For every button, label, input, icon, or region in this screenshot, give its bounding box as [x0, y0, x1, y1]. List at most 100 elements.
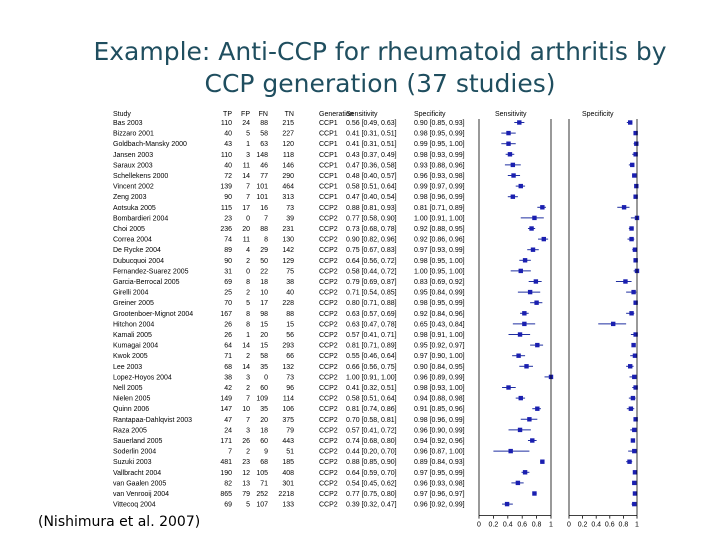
cell-study: Vincent 2002: [113, 184, 154, 191]
cell-fp: 13: [242, 480, 250, 487]
cell-tp: 47: [224, 417, 232, 424]
cell-tp: 139: [220, 184, 232, 191]
cell-tn: 290: [282, 173, 294, 180]
cell-fp: 11: [243, 162, 250, 169]
cell-spec: 0.95 [0.92, 0.97]: [414, 343, 465, 350]
cell-fn: 16: [260, 205, 268, 212]
cell-fn: 18: [260, 279, 268, 286]
spec-point: [631, 289, 636, 295]
cell-sens: 0.88 [0.85, 0.90]: [346, 459, 397, 466]
cell-tn: 2218: [278, 491, 294, 498]
spec-tick-label: 0.6: [605, 522, 615, 529]
cell-tn: 75: [286, 268, 294, 275]
spec-point: [628, 406, 634, 411]
cell-fp: 5: [246, 131, 250, 138]
cell-tp: 69: [224, 502, 232, 509]
cell-gen: CCP2: [319, 279, 338, 286]
cell-tp: 68: [224, 364, 232, 371]
cell-fp: 1: [246, 332, 250, 339]
cell-study: Jansen 2003: [113, 152, 153, 159]
cell-tn: 40: [286, 290, 294, 297]
cell-fn: 20: [260, 332, 268, 339]
cell-tp: 26: [224, 332, 232, 339]
cell-sens: 0.77 [0.58, 0.90]: [346, 215, 397, 222]
spec-point: [623, 279, 628, 284]
cell-tn: 313: [282, 194, 294, 201]
cell-spec: 0.98 [0.95, 1.00]: [414, 258, 465, 265]
cell-sens: 0.63 [0.47, 0.78]: [346, 321, 397, 328]
sens-point: [511, 173, 516, 178]
sens-point: [522, 470, 528, 475]
citation: (Nishimura et al. 2007): [38, 514, 201, 530]
spec-point: [633, 152, 638, 157]
cell-gen: CCP2: [319, 470, 338, 477]
cell-gen: CCP1: [319, 162, 338, 169]
spec-point: [621, 205, 627, 210]
cell-sens: 0.58 [0.44, 0.72]: [346, 268, 397, 275]
spec-point: [633, 300, 638, 305]
sens-point: [533, 279, 539, 284]
cell-sens: 0.64 [0.59, 0.70]: [346, 470, 397, 477]
cell-spec: 0.95 [0.84, 0.99]: [414, 290, 465, 297]
cell-gen: CCP2: [319, 353, 338, 360]
cell-sens: 0.55 [0.46, 0.64]: [346, 353, 397, 360]
cell-tn: 133: [282, 502, 294, 509]
spec-point: [630, 395, 636, 401]
sens-point: [517, 332, 523, 337]
cell-fp: 14: [242, 343, 250, 350]
spec-point: [632, 501, 637, 507]
spec-tick-label: 0.4: [591, 522, 601, 529]
cell-tp: 31: [224, 268, 232, 275]
cell-gen: CCP2: [319, 268, 338, 275]
cell-tp: 40: [224, 162, 232, 169]
sens-tick-label: 0.2: [489, 522, 499, 529]
cell-tn: 120: [282, 141, 294, 148]
plot-title-spec: Specificity: [582, 111, 614, 118]
cell-fn: 18: [260, 427, 268, 434]
cell-fp: 2: [246, 385, 250, 392]
cell-sens: 0.57 [0.41, 0.71]: [346, 332, 397, 339]
cell-sens: 0.64 [0.56, 0.72]: [346, 258, 397, 265]
cell-fp: 20: [242, 226, 250, 233]
spec-point: [629, 226, 634, 231]
cell-spec: 0.96 [0.89, 0.99]: [414, 374, 465, 381]
cell-tn: 129: [282, 258, 294, 265]
cell-fp: 26: [242, 438, 250, 445]
cell-spec: 0.96 [0.87, 1.00]: [414, 449, 465, 456]
cell-tp: 38: [224, 374, 232, 381]
cell-sens: 0.75 [0.67, 0.83]: [346, 247, 397, 254]
cell-tp: 82: [224, 480, 232, 487]
sens-point: [532, 491, 537, 496]
cell-tp: 25: [224, 290, 232, 297]
cell-sens: 0.80 [0.71, 0.88]: [346, 300, 397, 307]
cell-tp: 190: [220, 470, 232, 477]
column-header-gen: Generation: [319, 111, 354, 118]
cell-fp: 8: [246, 321, 250, 328]
cell-spec: 0.89 [0.84, 0.93]: [414, 459, 465, 466]
cell-sens: 0.41 [0.31, 0.51]: [346, 131, 397, 138]
cell-fn: 107: [256, 502, 268, 509]
cell-fp: 7: [246, 194, 250, 201]
cell-tp: 149: [220, 396, 232, 403]
cell-study: Vittecoq 2004: [113, 502, 156, 509]
spec-point: [631, 342, 636, 348]
cell-spec: 0.98 [0.96, 0.99]: [414, 194, 465, 201]
spec-tick-label: 0.2: [578, 522, 588, 529]
cell-fp: 7: [246, 184, 250, 191]
sens-tick-label: 1: [549, 522, 553, 529]
cell-sens: 0.70 [0.58, 0.81]: [346, 417, 397, 424]
cell-spec: 0.96 [0.90, 0.99]: [414, 427, 465, 434]
sens-point: [517, 427, 523, 433]
cell-fp: 14: [242, 364, 250, 371]
sens-point: [541, 236, 546, 242]
cell-tn: 185: [282, 459, 294, 466]
cell-fn: 15: [260, 343, 268, 350]
cell-tn: 215: [282, 120, 294, 127]
cell-fp: 4: [246, 247, 250, 254]
sens-point: [507, 152, 513, 157]
cell-study: Saraux 2003: [113, 162, 153, 169]
cell-fn: 10: [260, 290, 268, 297]
cell-tp: 24: [224, 427, 232, 434]
cell-fn: 252: [256, 491, 268, 498]
cell-study: Aotsuka 2005: [113, 205, 156, 212]
